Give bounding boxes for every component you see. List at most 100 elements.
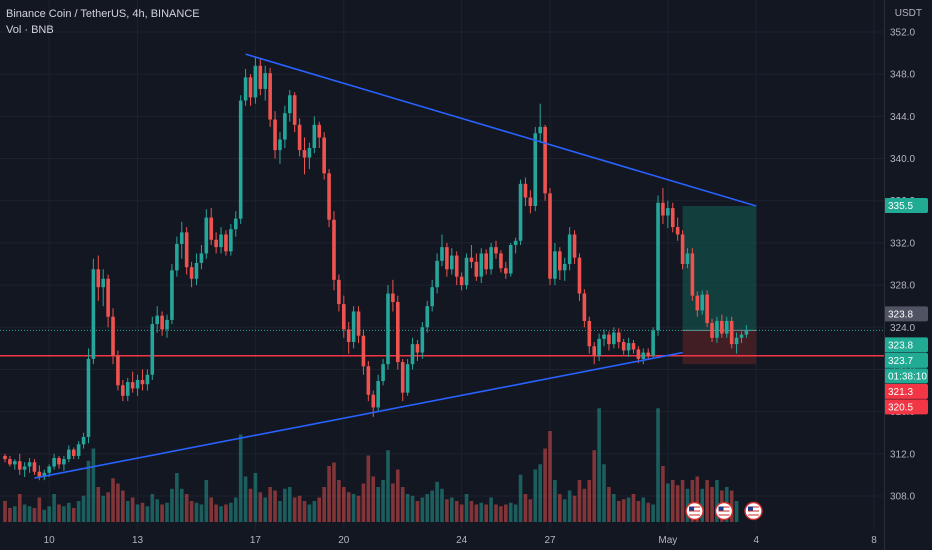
x-tick-label[interactable]: 17 — [250, 535, 262, 546]
x-tick-label[interactable]: 4 — [753, 535, 759, 546]
candle-body[interactable] — [464, 257, 469, 286]
resistance-trendline[interactable] — [245, 53, 757, 207]
candle-body[interactable] — [538, 126, 542, 134]
x-tick-label[interactable]: 24 — [456, 535, 468, 546]
candle-body[interactable] — [528, 197, 533, 206]
candle-body[interactable] — [332, 219, 336, 280]
candle-body[interactable] — [572, 234, 577, 258]
candle-body[interactable] — [508, 245, 513, 274]
candle-body[interactable] — [238, 100, 243, 219]
candle-body[interactable] — [337, 279, 341, 305]
us-flag-icon[interactable] — [714, 501, 734, 521]
candle-body[interactable] — [400, 362, 405, 393]
candle-body[interactable] — [47, 466, 51, 473]
candle-body[interactable] — [562, 264, 567, 271]
candle-body[interactable] — [101, 278, 105, 288]
candle-body[interactable] — [651, 330, 655, 356]
candle-body[interactable] — [631, 343, 636, 350]
candle-body[interactable] — [425, 306, 430, 328]
candle-body[interactable] — [440, 247, 444, 261]
candle-body[interactable] — [494, 247, 498, 254]
target-zone[interactable] — [682, 206, 757, 331]
candle-body[interactable] — [248, 77, 253, 98]
price-axis-label[interactable]: 321.3 — [884, 383, 928, 399]
candle-body[interactable] — [233, 218, 238, 230]
candle-body[interactable] — [499, 253, 503, 269]
candle-body[interactable] — [710, 323, 714, 338]
candle-body[interactable] — [553, 251, 557, 279]
candle-body[interactable] — [724, 320, 729, 334]
candle-body[interactable] — [474, 261, 479, 277]
candle-body[interactable] — [469, 257, 474, 262]
candle-body[interactable] — [715, 320, 719, 338]
candle-body[interactable] — [86, 358, 91, 437]
candle-body[interactable] — [366, 366, 371, 395]
symbol-title[interactable]: Binance Coin / TetherUS, 4h, BINANCE — [6, 8, 200, 20]
candle-body[interactable] — [356, 311, 361, 336]
candle-body[interactable] — [37, 471, 42, 478]
candle-body[interactable] — [415, 344, 420, 353]
price-axis-label[interactable]: 323.8 — [884, 306, 928, 322]
candle-body[interactable] — [361, 335, 366, 367]
y-tick-label[interactable]: 328.0 — [890, 281, 915, 292]
candle-body[interactable] — [253, 65, 258, 98]
candle-body[interactable] — [597, 338, 601, 356]
y-tick-label[interactable]: 344.0 — [890, 112, 915, 123]
us-flag-icon[interactable] — [685, 501, 704, 521]
candle-body[interactable] — [175, 243, 179, 271]
candle-body[interactable] — [204, 217, 209, 254]
candle-body[interactable] — [577, 257, 582, 294]
candle-body[interactable] — [543, 126, 547, 194]
candle-body[interactable] — [32, 462, 37, 472]
candle-body[interactable] — [17, 461, 22, 470]
candle-body[interactable] — [189, 267, 194, 279]
candle-body[interactable] — [91, 269, 96, 359]
candle-body[interactable] — [150, 324, 155, 375]
candle-body[interactable] — [13, 461, 17, 465]
candle-body[interactable] — [700, 294, 705, 311]
candle-body[interactable] — [430, 287, 434, 307]
candle-body[interactable] — [179, 232, 184, 244]
candle-body[interactable] — [125, 382, 130, 396]
price-axis-label[interactable]: 323.8 — [884, 337, 928, 353]
volume-indicator-label[interactable]: Vol · BNB — [6, 24, 54, 36]
candle-body[interactable] — [327, 173, 331, 220]
candle-body[interactable] — [518, 183, 523, 241]
candle-body[interactable] — [184, 232, 189, 268]
candle-body[interactable] — [420, 327, 425, 353]
candle-body[interactable] — [641, 352, 646, 359]
x-tick-label[interactable]: 20 — [338, 535, 350, 546]
candle-body[interactable] — [739, 334, 744, 338]
y-tick-label[interactable]: 340.0 — [890, 154, 915, 165]
candle-body[interactable] — [661, 202, 665, 216]
candle-body[interactable] — [744, 330, 749, 335]
candle-body[interactable] — [484, 253, 488, 270]
price-axis-label[interactable]: 335.5 — [884, 198, 928, 213]
candle-body[interactable] — [287, 95, 292, 114]
candle-body[interactable] — [646, 352, 651, 356]
candle-body[interactable] — [135, 380, 140, 389]
candle-body[interactable] — [312, 124, 317, 148]
y-tick-label[interactable]: 308.0 — [890, 492, 915, 503]
candle-body[interactable] — [489, 247, 493, 270]
candle-body[interactable] — [140, 380, 145, 385]
x-tick-label[interactable]: May — [658, 535, 677, 546]
candle-body[interactable] — [273, 119, 277, 151]
candle-body[interactable] — [317, 124, 322, 138]
price-axis-label[interactable]: 323.7 — [884, 352, 928, 368]
candle-body[interactable] — [587, 320, 592, 347]
candle-body[interactable] — [705, 294, 709, 324]
candle-body[interactable] — [391, 293, 395, 302]
candle-body[interactable] — [302, 150, 307, 158]
candle-body[interactable] — [130, 382, 135, 389]
x-tick-label[interactable]: 8 — [871, 535, 877, 546]
price-currency[interactable]: USDT — [894, 8, 922, 19]
candle-body[interactable] — [160, 315, 164, 330]
candle-body[interactable] — [734, 337, 739, 345]
candle-body[interactable] — [405, 364, 410, 393]
candle-body[interactable] — [22, 466, 27, 470]
y-tick-label[interactable]: 324.0 — [890, 323, 915, 334]
candle-body[interactable] — [263, 73, 268, 89]
candle-body[interactable] — [381, 364, 385, 382]
candle-body[interactable] — [523, 183, 528, 198]
